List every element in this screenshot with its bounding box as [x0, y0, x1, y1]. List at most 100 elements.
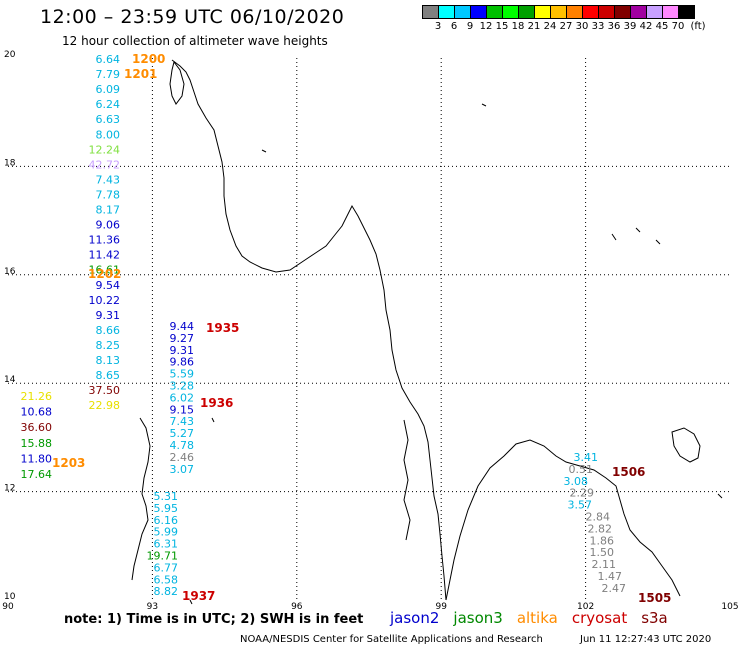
swh-value: 5.95: [154, 502, 179, 515]
altimeter-tracks: 6.64 7.79 6.09 6.24 6.63 8.00 12.24 42.72 7.43 7.…: [21, 52, 672, 605]
legend-label: 24: [543, 21, 557, 32]
swh-value: 3.28: [170, 380, 195, 393]
legend-label: 42: [639, 21, 653, 32]
swh-value: 9.06: [96, 219, 121, 232]
swh-value: 6.58: [154, 573, 179, 586]
swh-value: 6.31: [154, 538, 179, 551]
legend-label: 39: [623, 21, 637, 32]
swh-value: 3.08: [564, 475, 589, 488]
y-tick-label: 10: [4, 592, 16, 602]
swh-value: 9.27: [170, 332, 195, 345]
pass-time-label: 1506: [612, 465, 645, 479]
swh-value: 5.27: [170, 427, 195, 440]
pass-time-label: 1936: [200, 396, 233, 410]
swh-value: 2.82: [588, 522, 613, 535]
coastline-east: [445, 439, 681, 601]
swh-value: 17.64: [21, 468, 53, 481]
swh-value: 9.15: [170, 403, 195, 416]
lat-lon-grid: [8, 58, 730, 600]
swh-value: 7.43: [170, 415, 195, 428]
swh-value: 19.71: [147, 550, 179, 563]
swh-value: 7.43: [96, 173, 121, 186]
x-tick-label: 93: [147, 602, 158, 612]
pass-time-label: 1202: [88, 267, 121, 281]
swh-value: 6.24: [96, 98, 121, 111]
legend-label: 15: [495, 21, 509, 32]
swh-value: 8.13: [96, 354, 121, 367]
x-tick-label: 96: [291, 602, 303, 612]
legend-label: 21: [527, 21, 541, 32]
swh-value: 3.41: [574, 451, 599, 464]
x-tick-label: 90: [2, 602, 14, 612]
legend-swatches: [422, 5, 732, 19]
swh-value: 5.31: [154, 490, 179, 503]
swh-value: 2.84: [586, 511, 611, 524]
swh-value: 8.65: [96, 369, 121, 382]
swh-value: 42.72: [89, 158, 121, 171]
satellite-altika: altika: [516, 609, 558, 627]
legend-label: 12: [479, 21, 493, 32]
coastline-myanmar-west: [171, 59, 447, 601]
swh-value: 8.25: [96, 339, 121, 352]
swh-value: 9.31: [96, 309, 121, 322]
swh-value: 11.42: [89, 249, 121, 262]
axis-ticks: 90 93 96 99 102 105 20 18 16 14 12 10: [2, 50, 738, 612]
legend-label: 3: [434, 21, 442, 32]
pass-time-label: 1505: [638, 591, 671, 605]
y-tick-label: 12: [4, 484, 15, 494]
swh-value: 3.07: [170, 463, 195, 476]
swh-value: 6.02: [170, 391, 195, 404]
y-tick-label: 14: [4, 375, 16, 385]
legend-label: 30: [575, 21, 589, 32]
swh-value: 37.50: [89, 384, 121, 397]
swh-value: 0.51: [569, 463, 594, 476]
footnote: note: 1) Time is in UTC; 2) SWH is in fe…: [64, 612, 364, 627]
swh-value: 5.99: [154, 526, 179, 539]
legend-label: 27: [559, 21, 573, 32]
legend-unit: (ft): [690, 21, 706, 32]
satellite-s3a: s3a: [641, 609, 668, 627]
swh-value: 8.66: [96, 324, 121, 337]
swh-value: 4.78: [170, 439, 195, 452]
legend-label: 36: [607, 21, 621, 32]
x-tick-label: 102: [577, 602, 594, 612]
satellite-jason2: jason2: [390, 609, 440, 627]
color-legend: 3 6 9 12 15 18 21 24 27 30 33 36 39 42 45 70 (ft): [422, 5, 732, 33]
swh-value: 22.98: [89, 399, 121, 412]
swh-value: 6.77: [154, 561, 179, 574]
legend-swatch: [678, 5, 695, 19]
y-tick-label: 18: [4, 158, 16, 168]
x-tick-label: 99: [435, 602, 447, 612]
swh-value: 11.36: [89, 234, 121, 247]
legend-label: 18: [511, 21, 525, 32]
swh-value: 2.29: [570, 487, 595, 500]
y-tick-label: 16: [4, 267, 16, 277]
legend-label: 45: [655, 21, 669, 32]
swh-value: 9.86: [170, 356, 195, 369]
swh-value: 9.54: [96, 279, 121, 292]
satellite-legend: jason2 jason3 altika cryosat s3a: [390, 609, 682, 627]
pass-time-label: 1203: [52, 456, 85, 470]
swh-value: 2.47: [602, 582, 627, 595]
coastline-islands-andaman: [131, 417, 151, 581]
swh-value: 1.86: [590, 534, 615, 547]
swh-value: 10.68: [21, 406, 53, 419]
satellite-jason3: jason3: [453, 609, 503, 627]
legend-label: 33: [591, 21, 605, 32]
coastline-island-north: [169, 60, 185, 105]
swh-value: 3.57: [568, 499, 593, 512]
y-tick-label: 20: [4, 50, 16, 60]
swh-value: 1.50: [590, 546, 615, 559]
swh-value: 10.22: [89, 294, 121, 307]
x-tick-label: 105: [721, 602, 738, 612]
coastline: [131, 59, 723, 605]
coastline-mergui: [403, 419, 411, 541]
swh-value: 11.80: [21, 452, 53, 465]
swh-value: 6.63: [96, 113, 121, 126]
swh-value: 7.78: [96, 188, 121, 201]
page-title: 12:00 – 23:59 UTC 06/10/2020: [40, 6, 345, 28]
coastline-island-east: [671, 427, 701, 463]
pass-time-label: 1937: [182, 589, 215, 603]
legend-label: 70: [671, 21, 685, 32]
